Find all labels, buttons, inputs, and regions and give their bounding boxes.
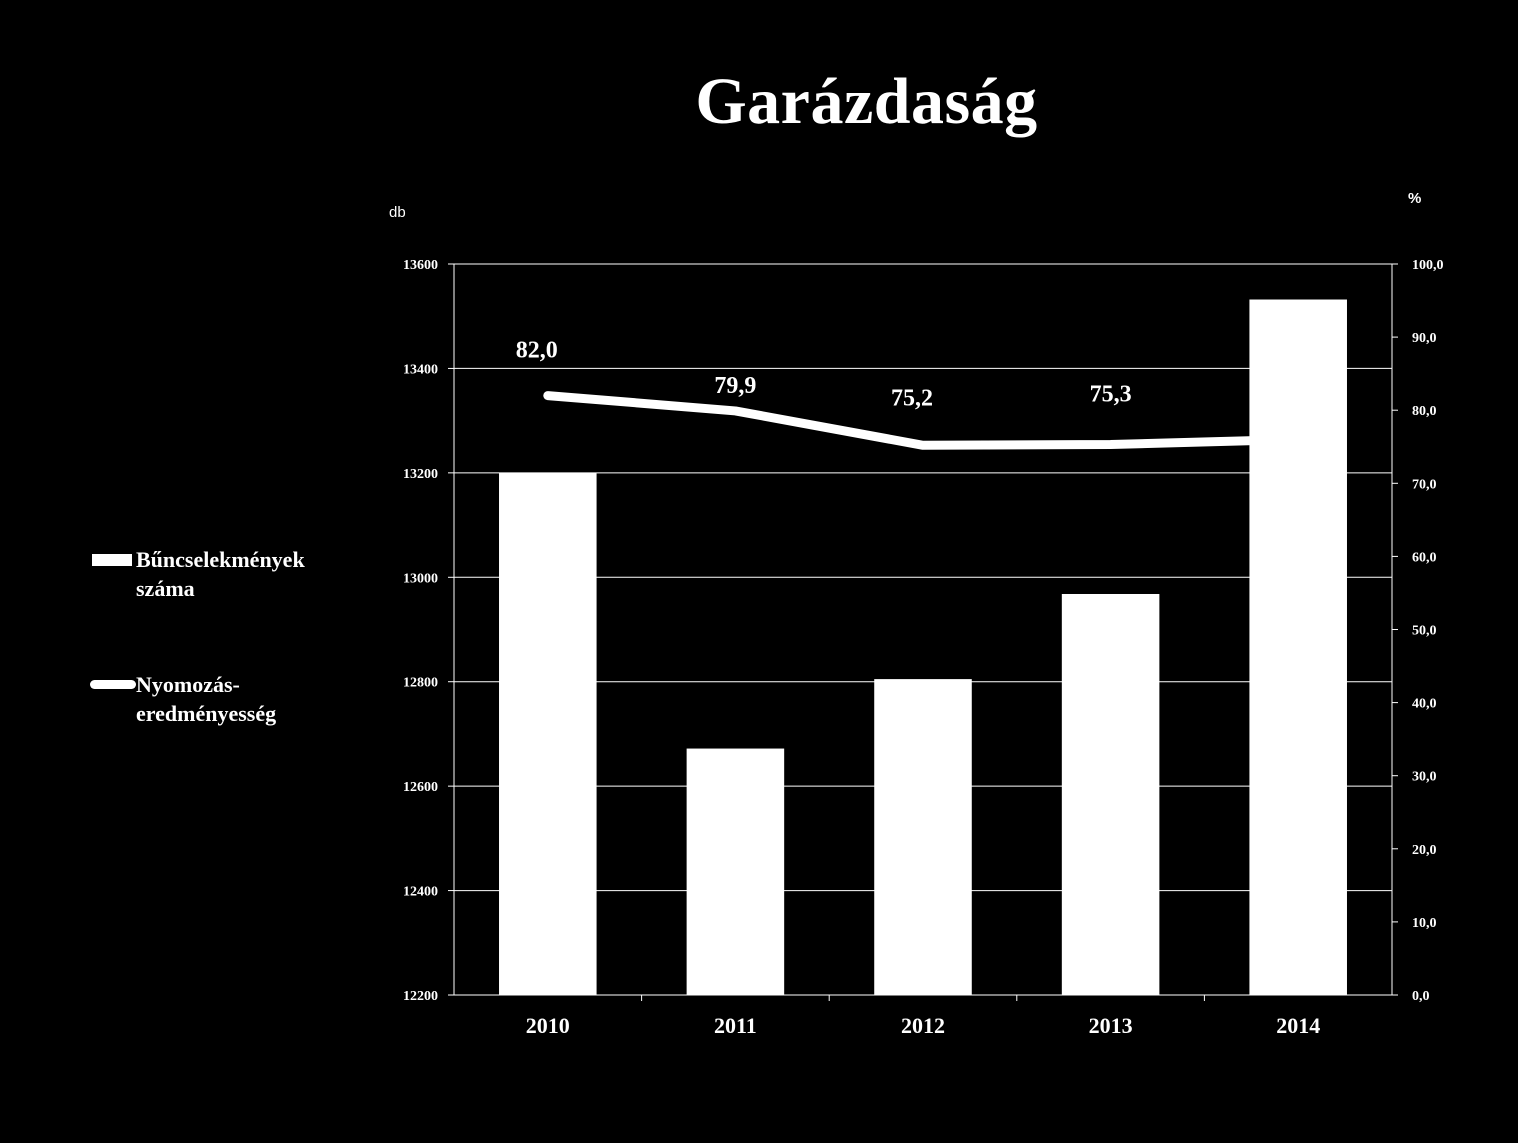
y-right-tick-label: 0,0 — [1412, 989, 1430, 1004]
y-left-tick-label: 12600 — [403, 780, 438, 795]
y-left-axis-label: db — [389, 204, 406, 221]
y-left-tick-label: 13200 — [403, 467, 438, 482]
data-label: 82,0 — [516, 338, 558, 364]
bar — [1061, 593, 1160, 995]
x-tick-label: 2012 — [901, 1013, 945, 1038]
data-label: 75,3 — [1090, 382, 1132, 408]
y-right-tick-label: 100,0 — [1412, 258, 1444, 273]
labels: 12200 12400 12600 12800 13000 13200 13400 13600… — [403, 258, 1444, 1038]
legend-label-line-series: Nyomozás-eredményesség — [136, 672, 277, 726]
bar-series — [499, 299, 1347, 995]
y-left-tick-label: 12800 — [403, 676, 438, 691]
y-right-tick-label: 10,0 — [1412, 916, 1437, 931]
bar — [1249, 299, 1347, 995]
y-right-tick-label: 20,0 — [1412, 843, 1437, 858]
y-right-tick-label: 70,0 — [1412, 477, 1437, 492]
x-tick-label: 2011 — [714, 1013, 757, 1038]
x-tick-label: 2014 — [1276, 1013, 1320, 1038]
legend-line-swatch-icon — [90, 680, 136, 689]
bar — [499, 472, 597, 995]
y-right-tick-label: 50,0 — [1412, 624, 1437, 639]
x-tick-label: 2010 — [526, 1013, 570, 1038]
data-label: 79,9 — [714, 373, 756, 399]
legend-item-bar-series[interactable]: Bűncselekmények száma — [88, 545, 368, 603]
legend: Bűncselekmények száma Nyomozás-eredménye… — [88, 545, 368, 728]
data-label: 75,2 — [891, 385, 933, 411]
legend-item-line-series[interactable]: Nyomozás-eredményesség — [88, 670, 368, 728]
y-right-tick-label: 30,0 — [1412, 770, 1437, 785]
bar — [874, 679, 972, 995]
y-right-tick-label: 60,0 — [1412, 550, 1437, 565]
line-series — [543, 391, 1303, 450]
y-left-tick-label: 12400 — [403, 885, 438, 900]
y-left-tick-label: 12200 — [403, 989, 438, 1004]
y-left-tick-label: 13400 — [403, 362, 438, 377]
chart-title: Garázdaság — [695, 65, 1038, 138]
x-tick-label: 2013 — [1089, 1013, 1133, 1038]
y-left-tick-label: 13600 — [403, 258, 438, 273]
legend-bar-swatch-icon — [92, 554, 132, 566]
y-left-tick-label: 13000 — [403, 571, 438, 586]
y-right-tick-label: 40,0 — [1412, 697, 1437, 712]
bar — [686, 748, 785, 995]
y-right-axis-label: % — [1408, 190, 1422, 207]
legend-label-bar-series: Bűncselekmények száma — [136, 547, 305, 601]
y-right-tick-label: 90,0 — [1412, 331, 1437, 346]
y-right-tick-label: 80,0 — [1412, 404, 1437, 419]
